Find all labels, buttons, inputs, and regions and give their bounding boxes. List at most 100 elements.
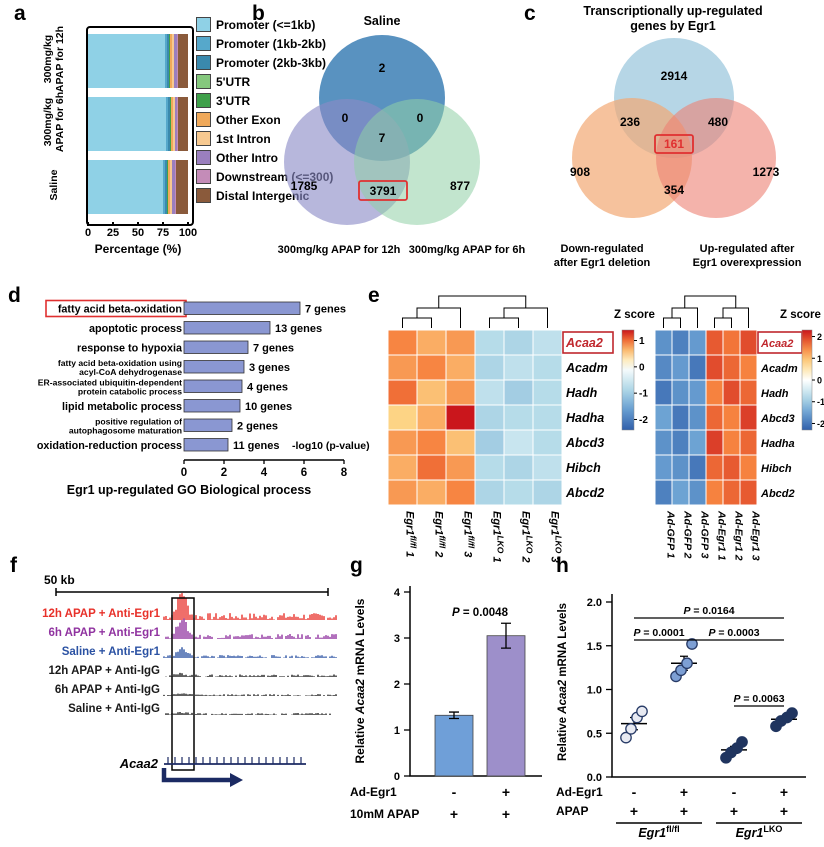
data-point — [636, 705, 648, 718]
go-term-label: response to hypoxia — [77, 343, 183, 355]
venn-b-highlight-box — [358, 180, 408, 201]
gene-label-Abcd2: Abcd2 — [760, 488, 795, 500]
heatmap-cell — [688, 454, 707, 481]
column-label: Ad-Egr1 1 — [716, 510, 728, 561]
heatmap-cell — [671, 354, 690, 381]
go-term-bar — [183, 379, 243, 393]
heatmap-cell — [474, 429, 505, 456]
legend-item: 1st Intron — [196, 129, 333, 148]
track-label: 6h APAP + Anti-IgG — [55, 684, 160, 696]
data-point — [686, 638, 698, 650]
x-tick-label: 8 — [341, 467, 348, 479]
legend-swatch — [196, 55, 211, 70]
bar-segment — [166, 97, 168, 151]
heatmap-cell — [532, 354, 563, 381]
chart-title: Egr1 up-regulated GO Biological process — [67, 483, 312, 497]
heatmap-cell — [387, 379, 418, 406]
legend-item: Other Intro — [196, 148, 333, 167]
track-label: 12h APAP + Anti-Egr1 — [42, 608, 161, 620]
legend-swatch — [196, 74, 211, 89]
heatmap-cell — [739, 379, 758, 406]
heatmap-cell — [474, 404, 505, 431]
legend-swatch — [196, 17, 211, 32]
category-label: Saline — [27, 156, 83, 214]
gene-label: Acaa2 — [119, 756, 159, 771]
heatmap-cell — [416, 329, 447, 356]
legend-swatch — [196, 36, 211, 51]
venn-b-right-set-label: 300mg/kg APAP for 6h — [408, 244, 526, 256]
gene-label-Abcd3: Abcd3 — [760, 413, 795, 425]
gene-label-Abcd2: Abcd2 — [565, 486, 604, 500]
panel-h-label: h — [556, 554, 569, 577]
panel-g-bar-chart: 0 1 2 3 4 Relative Acaa2 mRNA Levels P = 0.004… — [350, 586, 542, 822]
column-label: Ad-GFP 2 — [682, 510, 694, 559]
gene-count-label: 7 genes — [253, 343, 294, 355]
track-signal — [163, 693, 337, 696]
heatmap-cell — [387, 404, 418, 431]
heatmap-cell — [387, 354, 418, 381]
bar-segment — [168, 97, 170, 151]
category-label-line: APAP for 6h — [54, 91, 66, 153]
colorbar — [621, 329, 635, 431]
venn-c-title-line1: Transcriptionally up-regulated — [583, 4, 763, 18]
heatmap-cell — [722, 429, 741, 456]
bar-segment — [169, 34, 170, 88]
column-label: Ad-Egr1 2 — [733, 510, 745, 561]
track-signal — [163, 593, 337, 620]
y-tick-label: 0.5 — [587, 728, 602, 740]
panel-a-plot-area — [86, 26, 194, 226]
venn-b-count-saline-apap12: 0 — [342, 111, 349, 125]
legend-item: Other Exon — [196, 110, 333, 129]
gene-count-label: 10 genes — [245, 401, 292, 413]
peak-highlight-box — [171, 597, 195, 771]
bar-segment — [165, 160, 167, 214]
venn-c-circle-down-deletion — [572, 98, 692, 218]
venn-c-left-label-line2: after Egr1 deletion — [553, 257, 651, 269]
bar-segment — [177, 97, 178, 151]
gene-count-label: 7 genes — [305, 304, 346, 316]
legend-swatch — [196, 93, 211, 108]
legend-label: 3'UTR — [216, 93, 251, 108]
go-term-label: oxidation-reduction process — [37, 440, 182, 452]
heatmap-cell — [654, 429, 673, 456]
gene-exon-ticks — [167, 757, 302, 764]
bar-segment — [170, 34, 172, 88]
legend-swatch — [196, 169, 211, 184]
bar-segment — [178, 97, 188, 151]
panel-a-category-labels: 300mg/kg APAP for 12h 300mg/kg APAP for 6h S… — [26, 26, 84, 222]
y-axis-label: Relative Acaa2 mRNA Levels — [353, 598, 367, 763]
colorbar-tick-label: -2 — [817, 419, 824, 429]
heatmap-cell — [705, 454, 724, 481]
condition-row-label: APAP — [556, 804, 588, 818]
heatmap-cell — [445, 329, 476, 356]
x-tick-label: 4 — [261, 467, 268, 479]
panel-d-label: d — [8, 284, 21, 307]
heatmap-cell — [671, 479, 690, 506]
condition-value: - — [732, 784, 737, 800]
p-value-label: P = 0.0003 — [708, 627, 759, 639]
x-tick-mark — [137, 222, 139, 226]
p-value-label: P = 0.0164 — [683, 605, 734, 617]
x-tick-label: 75 — [156, 227, 170, 239]
category-label-line: Saline — [48, 169, 61, 201]
x-tick-mark — [162, 222, 164, 226]
panel-e-heatmap-right: Acaa2 Acadm Hadh Abcd3 Hadha Hibch Abcd2 Ad-GFP… — [654, 295, 824, 561]
bar — [434, 714, 474, 777]
category-label-line: APAP for 12h — [54, 25, 66, 93]
column-label: Egr1LKO 3 — [549, 511, 564, 563]
heatmap-cell — [474, 479, 505, 506]
legend-label: Other Intro — [216, 150, 278, 165]
track-label: Saline + Anti-Egr1 — [62, 646, 161, 658]
heatmap-cell — [416, 404, 447, 431]
scale-label: 50 kb — [44, 573, 75, 587]
venn-c: 2914 236 480 161 908 354 1273 — [570, 38, 780, 218]
colorbar-tick-label: -2 — [639, 415, 648, 426]
heatmap-cell — [705, 354, 724, 381]
y-tick-label: 0 — [394, 771, 400, 783]
go-term-bar — [183, 438, 229, 452]
heatmap-cell — [688, 379, 707, 406]
condition-value: + — [502, 784, 510, 800]
heatmap-cell — [688, 429, 707, 456]
heatmap-cell — [671, 429, 690, 456]
column-label: Egr1LKO 1 — [491, 511, 506, 563]
